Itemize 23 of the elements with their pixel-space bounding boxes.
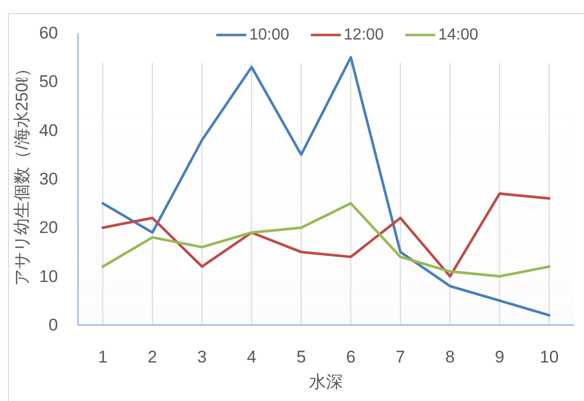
x-tick-label: 1 xyxy=(98,348,108,366)
legend-label: 10:00 xyxy=(249,26,290,44)
y-tick-label: 60 xyxy=(39,24,58,42)
x-tick-label: 6 xyxy=(346,348,356,366)
x-tick-label: 3 xyxy=(197,348,207,366)
y-tick-label: 20 xyxy=(39,218,58,238)
y-axis-title: アサリ幼生個数（/海水250ℓ） xyxy=(12,60,32,286)
x-axis-title: 水深 xyxy=(309,372,343,392)
x-tick-label: 2 xyxy=(148,348,158,366)
y-tick-label: 30 xyxy=(39,170,58,188)
legend-label: 12:00 xyxy=(344,26,384,44)
x-tick-label: 8 xyxy=(445,348,455,366)
x-tick-label: 4 xyxy=(246,348,256,366)
x-tick-label: 9 xyxy=(494,348,504,366)
line-series xyxy=(102,56,550,317)
y-tick-label: 0 xyxy=(48,316,58,334)
y-tick-label: 10 xyxy=(39,266,58,286)
x-tick-label: 5 xyxy=(296,348,306,366)
x-tick-label: 7 xyxy=(396,348,406,366)
x-tick-label: 10 xyxy=(540,348,559,366)
y-tick-label: 40 xyxy=(39,120,58,140)
legend-label: 14:00 xyxy=(438,26,478,44)
y-tick-label: 50 xyxy=(39,72,58,92)
